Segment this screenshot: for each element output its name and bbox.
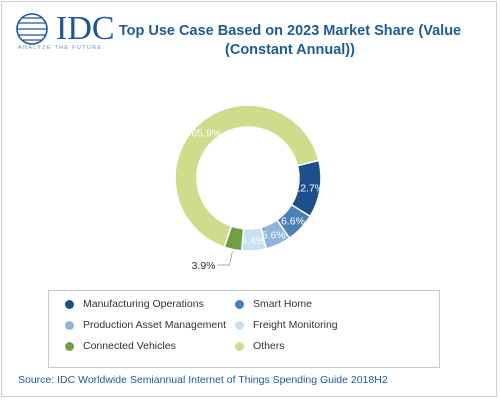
data-label-manufacturing-operations: 12.7% bbox=[294, 183, 324, 195]
data-label-others: 65.9% bbox=[191, 127, 221, 139]
legend-marker-freight-monitoring bbox=[235, 320, 244, 330]
leader-line-connected-vehicles bbox=[217, 251, 233, 266]
legend-marker-others bbox=[235, 341, 244, 351]
source-note: Source: IDC Worldwide Semiannual Interne… bbox=[18, 374, 388, 386]
globe-icon bbox=[16, 13, 48, 45]
chart-title-line-1: Top Use Case Based on 2023 Market Share … bbox=[118, 23, 462, 39]
legend-marker-connected-vehicles bbox=[65, 341, 74, 351]
legend-label-smart-home: Smart Home bbox=[253, 298, 312, 310]
legend-marker-manufacturing-operations bbox=[65, 299, 74, 309]
legend-item-smart-home: Smart Home bbox=[235, 298, 312, 310]
chart-title-line-2: (Constant Annual)) bbox=[225, 42, 355, 58]
donut-slice-others bbox=[174, 104, 320, 248]
legend-label-others: Others bbox=[253, 340, 285, 352]
data-label-production-asset-management: 5.6% bbox=[262, 229, 286, 241]
legend-marker-production-asset-management bbox=[65, 320, 74, 330]
logo-tagline: ANALYZE THE FUTURE bbox=[18, 45, 103, 51]
legend-item-production-asset-management: Production Asset Management bbox=[65, 319, 226, 331]
legend-label-manufacturing-operations: Manufacturing Operations bbox=[83, 298, 204, 310]
legend-item-connected-vehicles: Connected Vehicles bbox=[65, 340, 176, 352]
legend: Manufacturing Operations Smart Home Produc… bbox=[48, 290, 440, 368]
legend-label-production-asset-management: Production Asset Management bbox=[83, 319, 227, 331]
legend-item-freight-monitoring: Freight Monitoring bbox=[235, 319, 338, 331]
data-label-connected-vehicles: 3.9% bbox=[192, 260, 216, 272]
data-label-freight-monitoring: 5.4% bbox=[241, 235, 265, 247]
data-label-smart-home: 6.6% bbox=[281, 216, 305, 228]
idc-logo: IDC ANALYZE THE FUTURE bbox=[10, 10, 120, 52]
chart-title: Top Use Case Based on 2023 Market Share … bbox=[110, 22, 470, 60]
legend-marker-smart-home bbox=[235, 299, 244, 309]
legend-label-connected-vehicles: Connected Vehicles bbox=[83, 340, 176, 352]
legend-label-freight-monitoring: Freight Monitoring bbox=[253, 319, 338, 331]
legend-item-others: Others bbox=[235, 340, 285, 352]
legend-item-manufacturing-operations: Manufacturing Operations bbox=[65, 298, 204, 310]
logo-text: IDC bbox=[56, 10, 115, 47]
